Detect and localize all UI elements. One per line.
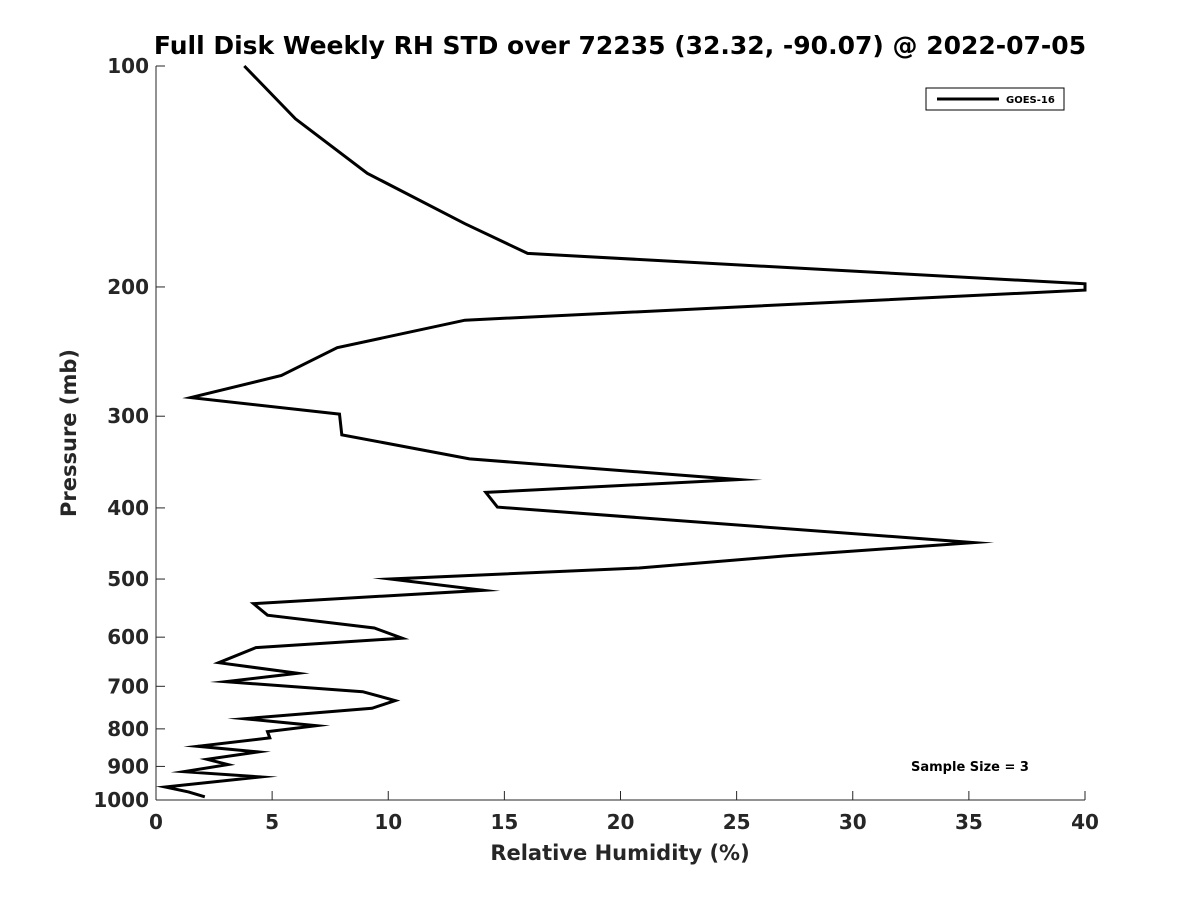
y-tick-label-100: 100 bbox=[107, 54, 149, 78]
series-line-goes-16 bbox=[155, 64, 1087, 799]
y-tick-label-800: 800 bbox=[107, 717, 149, 741]
x-tick-label-25: 25 bbox=[723, 810, 751, 834]
x-axis-label: Relative Humidity (%) bbox=[490, 841, 749, 865]
series-group bbox=[155, 64, 1087, 799]
y-tick-label-600: 600 bbox=[107, 625, 149, 649]
x-tick-label-35: 35 bbox=[955, 810, 983, 834]
x-tick-label-40: 40 bbox=[1071, 810, 1099, 834]
y-tick-label-700: 700 bbox=[107, 674, 149, 698]
plot-area: 0 5 10 15 20 25 30 35 40 100 200 300 400 500 600 700 80… bbox=[93, 54, 1099, 834]
y-tick-label-200: 200 bbox=[107, 275, 149, 299]
y-axis-label: Pressure (mb) bbox=[57, 349, 81, 517]
y-tick-label-900: 900 bbox=[107, 754, 149, 778]
chart-title: Full Disk Weekly RH STD over 72235 (32.3… bbox=[154, 31, 1086, 60]
x-ticks: 0 5 10 15 20 25 30 35 40 bbox=[149, 791, 1099, 834]
y-tick-label-500: 500 bbox=[107, 567, 149, 591]
x-tick-label-30: 30 bbox=[839, 810, 867, 834]
x-tick-label-15: 15 bbox=[490, 810, 518, 834]
y-tick-label-300: 300 bbox=[107, 404, 149, 428]
x-tick-label-0: 0 bbox=[149, 810, 163, 834]
y-tick-label-400: 400 bbox=[107, 496, 149, 520]
x-tick-label-20: 20 bbox=[607, 810, 635, 834]
legend-label-goes-16: GOES-16 bbox=[1006, 95, 1055, 106]
y-ticks: 100 200 300 400 500 600 700 800 900 1000 bbox=[93, 54, 165, 812]
y-tick-label-1000: 1000 bbox=[93, 788, 149, 812]
sample-size-annotation: Sample Size = 3 bbox=[911, 760, 1029, 775]
x-tick-label-10: 10 bbox=[374, 810, 402, 834]
x-tick-label-5: 5 bbox=[265, 810, 279, 834]
legend: GOES-16 bbox=[925, 87, 1065, 111]
